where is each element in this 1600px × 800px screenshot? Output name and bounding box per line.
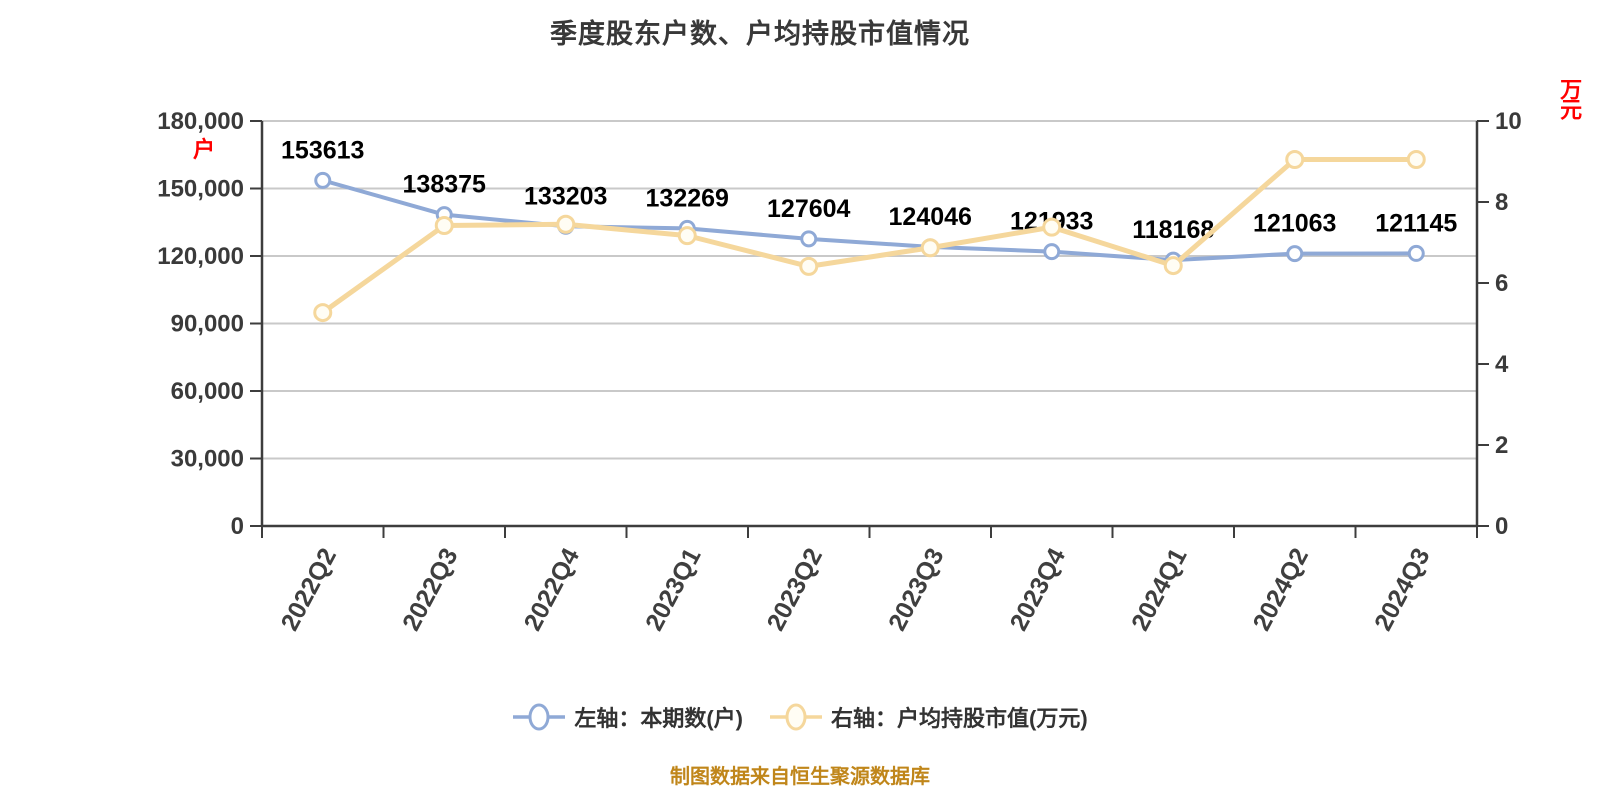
legend-label-right: 右轴：户均持股市值(万元) <box>831 706 1088 731</box>
data-labels: 1536131383751332031322691276041240461219… <box>281 136 1457 244</box>
right-axis-unit: 万元 <box>1557 78 1583 118</box>
svg-text:2024Q2: 2024Q2 <box>1248 544 1314 636</box>
data-point <box>1043 243 1061 261</box>
svg-text:127604: 127604 <box>767 195 851 223</box>
yellow-line-marker-icon <box>770 703 822 731</box>
svg-text:2022Q4: 2022Q4 <box>519 544 586 636</box>
data-point <box>556 214 576 234</box>
svg-text:2022Q2: 2022Q2 <box>276 544 342 636</box>
svg-text:124046: 124046 <box>889 203 972 231</box>
data-point <box>314 171 332 189</box>
svg-text:0: 0 <box>1495 513 1508 540</box>
svg-text:4: 4 <box>1495 351 1509 378</box>
data-point <box>1407 244 1425 262</box>
svg-text:10: 10 <box>1495 108 1522 135</box>
svg-text:2: 2 <box>1495 432 1508 459</box>
data-point <box>799 256 819 276</box>
left-axis-labels: 0 30,000 60,000 90,000 120,000 150,000 180,000 <box>157 108 262 540</box>
yellow-series-line <box>313 149 1426 323</box>
legend-item-avg-holding-value[interactable]: 右轴：户均持股市值(万元) <box>769 700 1088 734</box>
svg-text:8: 8 <box>1495 189 1508 216</box>
svg-text:150,000: 150,000 <box>157 176 244 203</box>
data-point <box>1285 149 1305 169</box>
svg-text:2024Q3: 2024Q3 <box>1369 544 1435 636</box>
svg-text:132269: 132269 <box>646 184 729 212</box>
legend-item-shareholder-count[interactable]: 左轴：本期数(户) <box>512 700 743 734</box>
svg-text:180,000: 180,000 <box>157 108 244 135</box>
svg-text:133203: 133203 <box>524 182 607 210</box>
legend-label-left: 左轴：本期数(户) <box>574 706 743 731</box>
source-note: 制图数据来自恒生聚源数据库 <box>670 766 930 788</box>
data-point <box>1163 256 1183 276</box>
data-point <box>1286 245 1304 263</box>
data-point <box>313 303 333 323</box>
svg-text:138375: 138375 <box>403 171 487 199</box>
data-point <box>800 230 818 248</box>
chart-title: 季度股东户数、户均持股市值情况 <box>550 19 970 49</box>
data-point <box>920 238 940 258</box>
svg-text:60,000: 60,000 <box>171 378 244 405</box>
x-axis-labels: 2022Q2 2022Q3 2022Q4 2023Q1 2023Q2 2023Q3 2023… <box>261 526 1478 636</box>
left-axis-unit: 户 <box>193 137 216 162</box>
svg-text:2024Q1: 2024Q1 <box>1126 544 1193 636</box>
svg-text:90,000: 90,000 <box>171 311 244 338</box>
svg-text:153613: 153613 <box>281 136 364 164</box>
svg-text:6: 6 <box>1495 270 1508 297</box>
right-axis-labels: 0 2 4 6 8 10 <box>1477 108 1522 540</box>
svg-text:120,000: 120,000 <box>157 243 244 270</box>
svg-text:2023Q2: 2023Q2 <box>762 544 828 636</box>
data-point <box>434 215 454 235</box>
svg-text:2023Q3: 2023Q3 <box>883 544 949 636</box>
svg-text:2022Q3: 2022Q3 <box>397 544 463 636</box>
legend: 左轴：本期数(户) 右轴：户均持股市值(万元) <box>0 700 1600 734</box>
svg-text:0: 0 <box>231 513 244 540</box>
svg-text:30,000: 30,000 <box>171 446 244 473</box>
data-point <box>1406 149 1426 169</box>
svg-text:2023Q4: 2023Q4 <box>1005 544 1072 636</box>
data-point <box>1042 217 1062 237</box>
svg-text:121063: 121063 <box>1253 210 1336 238</box>
data-point <box>677 226 697 246</box>
svg-text:121145: 121145 <box>1375 209 1457 237</box>
svg-text:2023Q1: 2023Q1 <box>640 544 707 636</box>
blue-line-marker-icon <box>513 703 566 731</box>
